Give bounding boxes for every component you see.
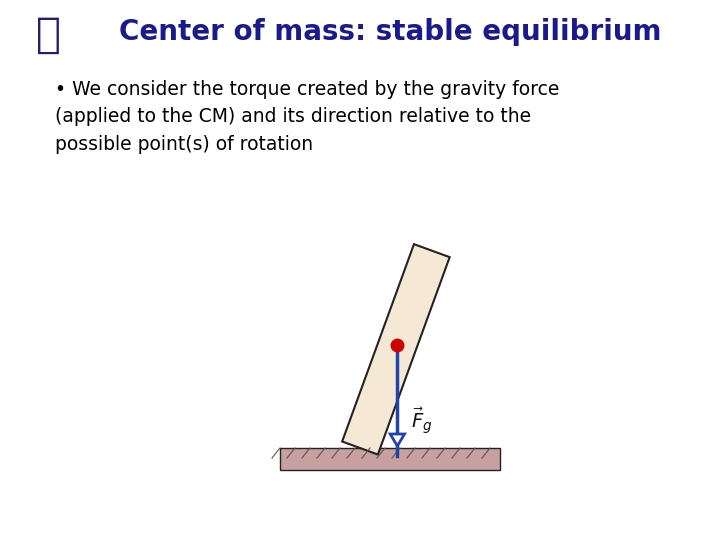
Polygon shape xyxy=(342,244,450,455)
Polygon shape xyxy=(390,434,405,446)
Text: Center of mass: stable equilibrium: Center of mass: stable equilibrium xyxy=(119,18,661,46)
Text: 🦎: 🦎 xyxy=(35,14,60,56)
Bar xyxy=(280,448,500,470)
Text: • We consider the torque created by the gravity force
(applied to the CM) and it: • We consider the torque created by the … xyxy=(55,80,559,153)
Text: $\vec{F}_g$: $\vec{F}_g$ xyxy=(411,406,433,436)
